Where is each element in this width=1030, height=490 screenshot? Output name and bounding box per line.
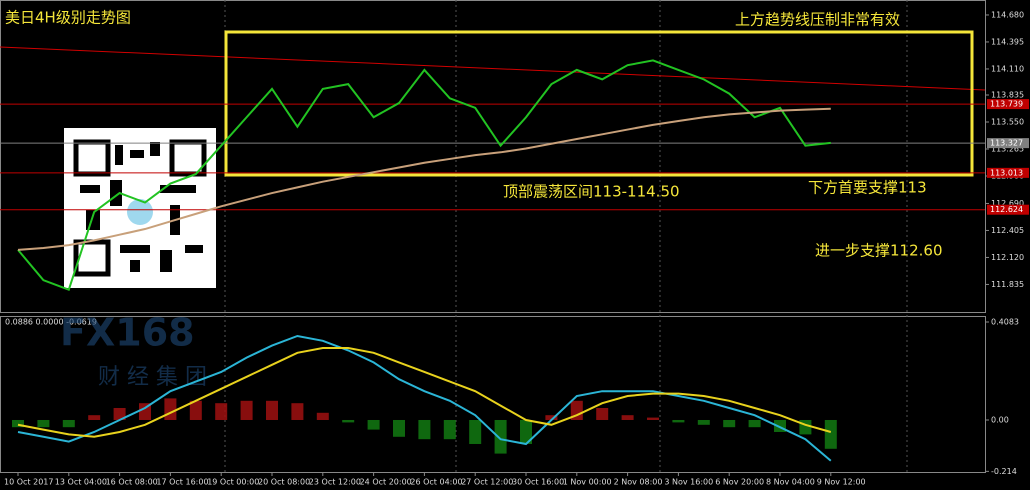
x-tick-label: 2 Nov 08:00 [614, 478, 663, 487]
x-tick-label: 19 Oct 00:00 [207, 478, 259, 487]
histogram-bar [62, 419, 75, 428]
x-tick-label: 26 Oct 04:00 [410, 478, 462, 487]
annotation: 进一步支撑112.60 [815, 242, 943, 260]
histogram-bar [113, 407, 126, 420]
level-tag [987, 204, 1029, 215]
watermark-tagline: 财 经 集 团 [98, 365, 207, 390]
histogram-bar [88, 415, 101, 420]
x-tick-label: 27 Oct 12:00 [461, 478, 513, 487]
x-tick-label: 24 Oct 20:00 [360, 478, 412, 487]
chart-title: 美日4H级别走势图 [5, 9, 131, 27]
level-label: 113.327 [990, 139, 1023, 148]
level-tag [987, 99, 1029, 110]
histogram-bar [469, 419, 482, 444]
histogram-bar [494, 419, 507, 454]
trend-line [0, 46, 986, 91]
x-tick-label: 20 Oct 08:00 [258, 478, 310, 487]
histogram-bar [545, 415, 558, 420]
histogram-bar [596, 407, 609, 420]
qr-code [64, 128, 216, 288]
watermark-logo: FX168 [60, 311, 195, 355]
annotation: 顶部震荡区间113-114.50 [503, 183, 680, 201]
histogram-bar [367, 419, 380, 430]
annotation: 下方首要支撑113 [808, 179, 927, 197]
histogram-bar [240, 400, 253, 420]
histogram-bar [418, 419, 431, 440]
x-tick-label: 16 Oct 08:00 [106, 478, 158, 487]
x-tick-label: 17 Oct 16:00 [156, 478, 208, 487]
histogram-bar [697, 419, 710, 425]
y-tick-label: 0.4083 [991, 318, 1019, 327]
y-tick-label: 112.120 [991, 253, 1024, 262]
y-tick-label: 112.690 [991, 199, 1024, 208]
y-tick-label: 113.835 [991, 91, 1024, 100]
histogram-bar [164, 398, 177, 420]
histogram-bar [672, 419, 685, 423]
histogram-bar [443, 419, 456, 440]
histogram-bar [291, 403, 304, 420]
series-line [17, 59, 831, 291]
x-tick-label: 6 Nov 20:00 [715, 478, 764, 487]
y-tick-label: 114.395 [991, 37, 1024, 46]
y-tick-label: 112.405 [991, 226, 1024, 235]
level-tag [987, 138, 1029, 149]
x-tick-label: 13 Oct 04:00 [55, 478, 107, 487]
histogram-bar [316, 412, 329, 420]
level-label: 113.739 [990, 100, 1023, 109]
histogram-bar [570, 400, 583, 420]
histogram-bar [266, 400, 278, 420]
y-tick-label: 0.00 [991, 415, 1009, 424]
histogram-bar [621, 415, 634, 420]
x-tick-label: 23 Oct 12:00 [309, 478, 361, 487]
annotation: 上方趋势线压制非常有效 [735, 11, 900, 29]
x-tick-label: 3 Nov 16:00 [664, 478, 713, 487]
separators [224, 0, 908, 472]
x-tick-label: 9 Nov 12:00 [817, 478, 866, 487]
x-tick-label: 1 Nov 00:00 [563, 478, 612, 487]
histogram-bar [37, 419, 50, 428]
y-tick-label: 113.550 [991, 117, 1024, 126]
level-tag [987, 167, 1029, 178]
price-frame [0, 0, 986, 313]
histogram-bar [824, 419, 837, 449]
histogram-bar [393, 419, 405, 437]
histogram-bar [189, 400, 202, 420]
level-label: 112.624 [990, 205, 1023, 214]
series-line [17, 346, 832, 438]
y-tick-label: 114.680 [991, 10, 1024, 19]
x-tick-label: 10 Oct 2017 [4, 478, 53, 487]
histogram-bar [723, 419, 736, 428]
histogram-bar [215, 403, 228, 420]
range-box [224, 30, 974, 177]
indicator-values: 0.0886 0.0000 -0.0619 [5, 318, 97, 327]
y-tick-label: 114.110 [991, 64, 1024, 73]
histogram-bar [139, 403, 151, 420]
x-tick-label: 30 Oct 16:00 [512, 478, 564, 487]
x-tick-label: 8 Nov 04:00 [766, 478, 815, 487]
histogram-bar [342, 419, 355, 423]
histogram-bar [12, 419, 24, 428]
y-tick-label: 111.835 [991, 280, 1024, 289]
histogram-bar [647, 417, 659, 420]
indicator-frame [0, 316, 986, 473]
y-tick-label: 113.265 [991, 144, 1024, 153]
y-tick-label: -0.214 [991, 467, 1017, 476]
histogram-bar [748, 419, 761, 428]
level-label: 113.013 [990, 168, 1023, 177]
series-line [17, 107, 831, 251]
histogram-bar [520, 419, 532, 444]
series-line [17, 334, 832, 462]
